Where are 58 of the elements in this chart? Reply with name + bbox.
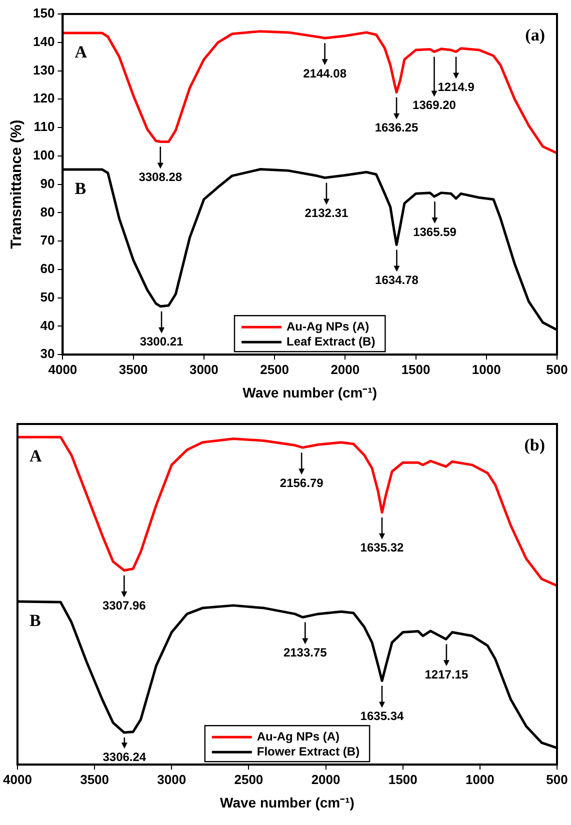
annotation: 3306.24 <box>102 750 146 764</box>
annotation: 1365.59 <box>413 224 457 239</box>
annotation: 1214.9 <box>438 80 475 94</box>
y-tick-label: 60 <box>40 261 55 276</box>
annotation: 2144.08 <box>303 66 347 80</box>
annotation: 3308.28 <box>138 170 182 184</box>
y-tick-label: 50 <box>40 289 55 304</box>
x-tick-label: 2500 <box>260 362 289 377</box>
x-tick-label: 1000 <box>472 362 501 377</box>
y-tick-label: 130 <box>32 62 55 78</box>
x-tick-label: 2000 <box>311 772 340 787</box>
annotation: 2132.31 <box>304 206 348 220</box>
annotation: 3300.21 <box>140 334 184 349</box>
annotation: 1634.78 <box>375 273 419 288</box>
y-tick-label: 80 <box>40 204 55 220</box>
x-tick-label: 500 <box>546 362 568 377</box>
annotation: 1635.32 <box>360 540 404 555</box>
annotation: (b) <box>524 435 545 454</box>
x-axis-title: Wave number (cm⁻¹) <box>220 794 354 810</box>
y-tick-label: 90 <box>40 176 55 191</box>
y-tick-label: 110 <box>34 119 55 134</box>
x-tick-label: 500 <box>546 772 568 787</box>
x-tick-label: 3500 <box>118 362 148 377</box>
legend-label: Au-Ag NPs (A) <box>286 319 370 334</box>
y-axis-title: Transmittance (%) <box>8 120 26 249</box>
annotation: 2156.79 <box>280 476 324 490</box>
x-tick-label: 1500 <box>401 362 430 377</box>
annotation: 1635.34 <box>360 709 404 724</box>
x-tick-label: 2500 <box>234 772 264 787</box>
annotation: (a) <box>525 25 545 44</box>
annotation: 1369.20 <box>412 98 456 112</box>
annotation: A <box>74 42 88 62</box>
x-tick-label: 4000 <box>3 772 32 787</box>
annotation: 1217.15 <box>424 667 468 682</box>
x-tick-label: 3000 <box>157 772 186 787</box>
annotation: 2133.75 <box>283 646 328 660</box>
y-tick-label: 100 <box>32 147 55 162</box>
annotation: A <box>29 446 42 466</box>
annotation: 1636.25 <box>374 120 419 135</box>
y-tick-label: 120 <box>32 90 55 106</box>
y-tick-label: 150 <box>32 6 55 21</box>
x-tick-label: 4000 <box>48 362 78 377</box>
annotation: 3307.96 <box>102 598 146 613</box>
annotation: B <box>29 610 41 630</box>
annotation: B <box>74 178 86 198</box>
y-tick-label: 30 <box>40 346 55 362</box>
x-tick-label: 1500 <box>388 772 418 787</box>
y-tick-label: 70 <box>40 232 55 248</box>
x-tick-label: 3500 <box>80 772 109 787</box>
x-tick-label: 2000 <box>330 362 360 377</box>
x-tick-label: 1000 <box>465 772 494 787</box>
legend-label: Flower Extract (B) <box>256 744 360 758</box>
legend-label: Leaf Extract (B) <box>286 334 376 348</box>
y-tick-label: 140 <box>32 34 55 49</box>
x-axis-title: Wave number (cm⁻¹) <box>242 384 378 400</box>
y-tick-label: 40 <box>40 318 55 333</box>
legend-label: Au-Ag NPs (A) <box>256 729 340 744</box>
x-tick-label: 3000 <box>189 362 218 377</box>
